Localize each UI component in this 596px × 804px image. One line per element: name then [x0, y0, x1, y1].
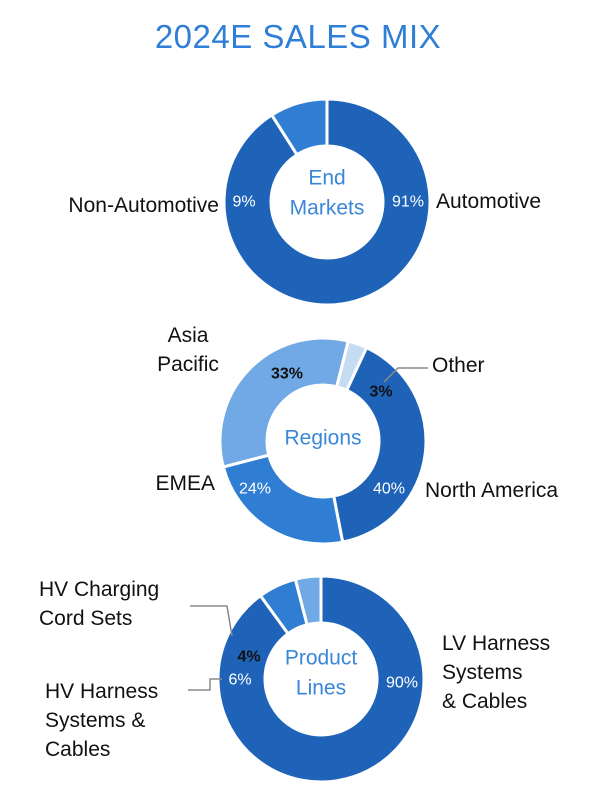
category-label-automotive: Automotive [436, 190, 541, 213]
category-label-emea: EMEA [155, 472, 215, 495]
regions-donut: 40% 24% 33% 3% North America EMEA Asia Pacific O… [155, 324, 558, 546]
slice-non-automotive [269, 97, 329, 157]
value-label-hv-harness-systems-cables: 6% [228, 672, 251, 689]
chart-title: 2024E SALES MIX [154, 18, 442, 55]
category-label-north-america: North America [425, 479, 558, 502]
value-label-lv-harness-systems-cables: 90% [386, 675, 418, 692]
value-label-north-america: 40% [373, 481, 405, 498]
leader-line-other [383, 367, 428, 383]
center-label: Markets [290, 197, 365, 220]
leader-line-hv-harness [188, 678, 222, 691]
slice-hv-charging-cord-sets [293, 574, 323, 627]
center-label: Lines [296, 677, 346, 700]
center-label: Product [285, 647, 358, 670]
category-label-lv-harness-systems-cables: LV Harness Systems & Cables [442, 632, 550, 713]
slice-other [334, 339, 369, 393]
slice-north-america [331, 345, 428, 544]
end-markets-donut: 91% 9% Automotive Non-Automotive End Markets [68, 97, 541, 307]
value-label-non-automotive: 9% [232, 194, 255, 211]
value-label-other: 3% [369, 384, 392, 401]
value-label-asia-pacific: 33% [271, 366, 303, 383]
slice-asia-pacific [218, 336, 351, 469]
center-label: End [308, 167, 345, 190]
value-label-hv-charging-cord-sets: 4% [237, 649, 260, 666]
slice-emea [221, 453, 345, 546]
slice-automotive [222, 97, 432, 307]
leader-line-hv-charging [190, 605, 233, 637]
value-label-emea: 24% [239, 481, 271, 498]
product-lines-donut: 90% 6% 4% LV Harness Systems & Cables HV Harne… [39, 574, 550, 784]
category-label-hv-harness-systems-cables: HV Harness Systems & Cables [45, 680, 158, 761]
category-label-hv-charging-cord-sets: HV Charging Cord Sets [39, 578, 159, 630]
value-label-automotive: 91% [392, 194, 424, 211]
category-label-non-automotive: Non-Automotive [68, 194, 219, 217]
center-label: Regions [284, 427, 361, 450]
slice-lv-harness-systems-cables [216, 574, 426, 784]
category-label-other: Other [432, 354, 485, 377]
category-label-asia-pacific: Asia Pacific [157, 324, 219, 376]
